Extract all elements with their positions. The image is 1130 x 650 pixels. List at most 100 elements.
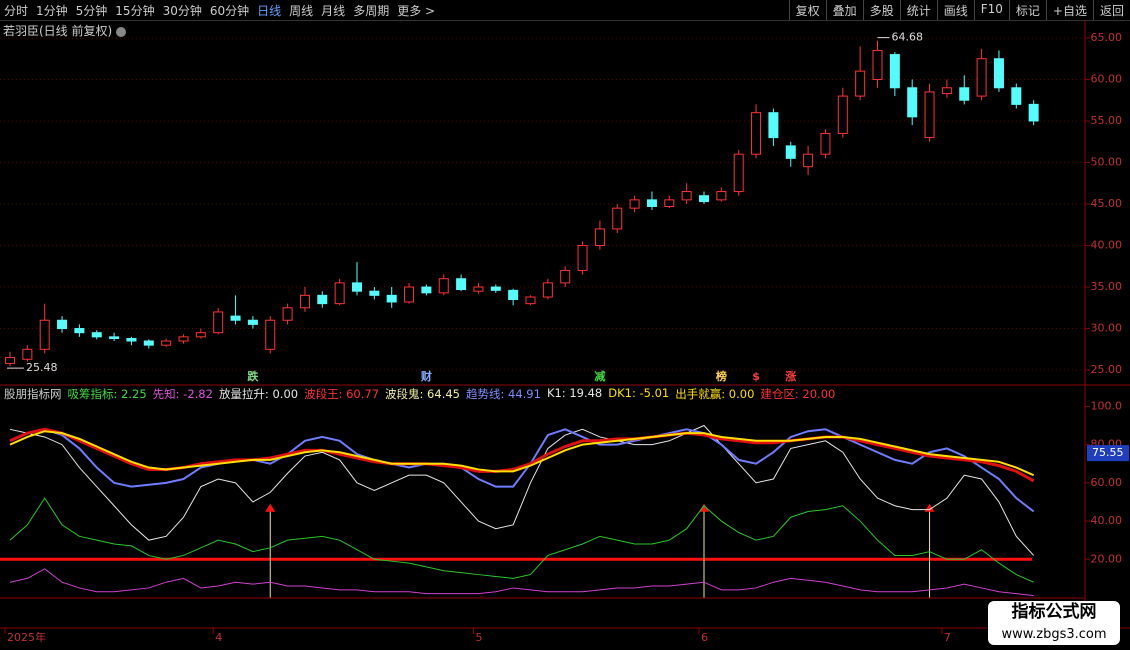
x-tick-label: 2025年 [7, 630, 46, 644]
indicator-line [9, 427, 1035, 483]
tool-button[interactable]: F10 [973, 0, 1009, 20]
period-tab[interactable]: 1分钟 [36, 4, 68, 18]
menu-icon[interactable] [116, 26, 127, 37]
candle-body [109, 336, 120, 340]
candle-body [785, 145, 796, 159]
candle-body [837, 95, 848, 134]
legend-item: 吸筹指标: 2.25 [67, 387, 147, 401]
watermark-url: www.zbgs3.com [1001, 627, 1107, 642]
candle-body [438, 278, 449, 294]
candle-body [751, 112, 762, 155]
tool-button[interactable]: 返回 [1092, 0, 1130, 20]
y-tick-label: 65.00 [1091, 31, 1123, 44]
candle-body [5, 357, 15, 364]
candle-body [490, 286, 501, 291]
candle-body [57, 319, 68, 330]
x-tick-label: 4 [215, 631, 222, 644]
chart-header: 若羽臣(日线 前复权) [3, 22, 127, 39]
candle-body [352, 282, 362, 292]
candle-body [404, 286, 415, 303]
y-tick-label: 25.00 [1091, 363, 1123, 376]
y-tick-label: 45.00 [1091, 197, 1123, 210]
candle-body [577, 245, 588, 271]
period-tab[interactable]: 周线 [289, 4, 314, 18]
candle-body [646, 199, 657, 207]
period-tab[interactable]: 30分钟 [162, 4, 202, 18]
candle-body [161, 340, 172, 346]
candle-body [456, 278, 467, 291]
candle-body [855, 70, 866, 97]
candle-body [733, 153, 744, 193]
current-value-label: 75.55 [1092, 446, 1124, 459]
indicator-line [9, 428, 1035, 513]
candle-body [265, 319, 276, 350]
candle-body [334, 282, 345, 305]
candle-body [247, 319, 258, 325]
watermark-title: 指标公式网 [1011, 602, 1097, 622]
tool-button[interactable]: 画线 [936, 0, 974, 20]
tool-button[interactable]: 叠加 [825, 0, 863, 20]
candle-body [1028, 103, 1039, 122]
legend-item: 波段王: 60.77 [304, 387, 380, 401]
legend-item: 先知: -2.82 [152, 387, 213, 401]
candle-body [716, 191, 727, 201]
candle-body [629, 199, 640, 209]
y-tick-label: 35.00 [1091, 280, 1123, 293]
chart-title: 若羽臣(日线 前复权) [3, 24, 113, 38]
candle-body [369, 290, 380, 296]
y-tick-label: 30.00 [1091, 322, 1123, 335]
watermark: 指标公式网 www.zbgs3.com [988, 601, 1120, 645]
flag-label: 榜 [716, 369, 727, 383]
candle-body [560, 269, 571, 284]
tool-button[interactable]: 标记 [1008, 0, 1046, 20]
flag-label: 涨 [785, 369, 796, 383]
candle-body [317, 294, 328, 305]
period-tab[interactable]: 多周期 [353, 4, 390, 18]
period-tab[interactable]: 5分钟 [75, 4, 108, 18]
candle-body [126, 338, 137, 342]
candle-body [1011, 87, 1022, 105]
tool-button[interactable]: 统计 [899, 0, 937, 20]
candle-body [282, 307, 293, 321]
y-tick-label: 20.00 [1091, 552, 1123, 565]
candle-body [421, 286, 432, 294]
period-tab[interactable]: 更多 > [397, 4, 436, 18]
period-tab[interactable]: 月线 [321, 4, 346, 18]
tool-button[interactable]: 复权 [788, 0, 826, 20]
candle-body [143, 340, 154, 346]
indicator-line [9, 430, 1035, 477]
candle-body [473, 286, 484, 292]
flag-label: 跌 [247, 369, 259, 383]
candle-body [525, 296, 536, 305]
x-tick-label: 7 [944, 631, 951, 644]
indicator-legend: 股朋指标网 吸筹指标: 2.25 先知: -2.82 放量拉升: 0.00 波段王: 6… [4, 386, 835, 402]
candle-body [976, 58, 987, 97]
indicator-title: 股朋指标网 [4, 387, 62, 401]
candle-body [299, 294, 310, 309]
candle-body [594, 228, 605, 247]
x-tick-label: 6 [701, 631, 708, 644]
period-tab[interactable]: 日线 [257, 4, 282, 18]
y-tick-label: 100.0 [1091, 399, 1123, 412]
candle-body [768, 112, 779, 139]
period-tab[interactable]: 15分钟 [115, 4, 155, 18]
tool-button[interactable]: +自选 [1045, 0, 1093, 20]
candle-body [820, 132, 831, 155]
candle-body [993, 58, 1004, 89]
candle-body [889, 54, 900, 89]
legend-item: K1: 19.48 [546, 386, 603, 400]
legend-item: 出手就赢: 0.00 [675, 387, 755, 401]
candle-body [941, 87, 952, 95]
candle-body [699, 195, 709, 203]
candle-body [612, 207, 623, 230]
flag-label: 减 [594, 369, 605, 383]
signal-arrow [265, 503, 276, 512]
x-tick-label: 5 [475, 631, 482, 644]
candle-body [386, 294, 397, 303]
period-tab[interactable]: 分时 [4, 4, 29, 18]
candle-body [907, 87, 918, 118]
period-tab[interactable]: 60分钟 [209, 4, 250, 18]
y-tick-label: 55.00 [1091, 114, 1123, 127]
tool-button[interactable]: 多股 [862, 0, 900, 20]
